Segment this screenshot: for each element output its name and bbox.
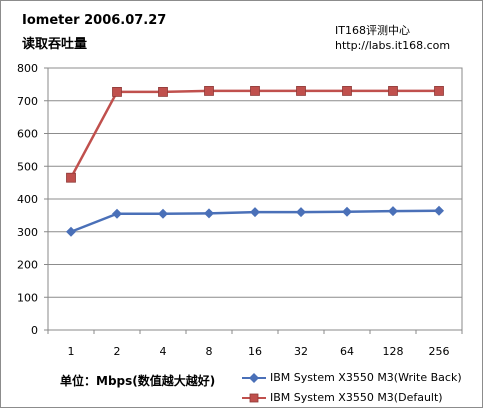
x-tick-label-5: 32 xyxy=(294,345,308,358)
legend-marker-diamond-icon xyxy=(242,373,266,383)
x-tick-label-0: 1 xyxy=(68,345,75,358)
url-label: http://labs.it168.com xyxy=(335,39,451,52)
series-0-point-2 xyxy=(158,208,168,219)
series-1-point-2 xyxy=(158,87,168,97)
series-1-point-7 xyxy=(388,86,398,96)
series-0-point-6 xyxy=(342,206,352,217)
x-tick-label-1: 2 xyxy=(114,345,121,358)
x-tick-label-3: 8 xyxy=(206,345,213,358)
x-tick-label-7: 128 xyxy=(383,345,404,358)
series-0-point-0 xyxy=(66,226,76,237)
series-1-point-1 xyxy=(112,87,122,97)
y-tick-label-6: 600 xyxy=(17,128,38,141)
series-1-point-0 xyxy=(66,172,76,183)
series-0-point-8 xyxy=(434,205,444,216)
y-tick-label-7: 700 xyxy=(17,95,38,108)
legend-label-default: IBM System X3550 M3(Default) xyxy=(270,391,443,404)
x-tick-label-6: 64 xyxy=(340,345,354,358)
y-tick-label-1: 100 xyxy=(17,291,38,304)
series-0-point-1 xyxy=(112,208,122,219)
series-1-point-3 xyxy=(204,86,214,96)
y-tick-label-5: 500 xyxy=(17,160,38,173)
series-0-point-4 xyxy=(250,207,260,218)
series-0-point-3 xyxy=(204,208,214,219)
series-1-point-6 xyxy=(342,86,352,96)
series-0-point-5 xyxy=(296,207,306,218)
legend-label-write-back: IBM System X3550 M3(Write Back) xyxy=(270,371,462,384)
series-1-point-4 xyxy=(250,86,260,96)
x-tick-label-4: 16 xyxy=(248,345,262,358)
y-tick-label-3: 300 xyxy=(17,226,38,239)
chart-title: Iometer 2006.07.27 xyxy=(22,13,167,28)
series-1-point-5 xyxy=(296,86,306,96)
series-0-point-7 xyxy=(388,206,398,217)
brand-label: IT168评测中心 xyxy=(335,24,410,37)
x-tick-label-2: 4 xyxy=(160,345,167,358)
unit-label: 单位：Mbps(数值越大越好) xyxy=(60,374,216,388)
chart-subtitle: 读取吞吐量 xyxy=(22,37,88,52)
x-tick-label-8: 256 xyxy=(429,345,450,358)
y-tick-label-4: 400 xyxy=(17,193,38,206)
legend-marker-square-icon xyxy=(242,393,266,403)
y-tick-label-0: 0 xyxy=(31,324,38,337)
series-1-point-8 xyxy=(434,86,444,96)
y-tick-label-8: 800 xyxy=(17,62,38,75)
y-tick-label-2: 200 xyxy=(17,259,38,272)
